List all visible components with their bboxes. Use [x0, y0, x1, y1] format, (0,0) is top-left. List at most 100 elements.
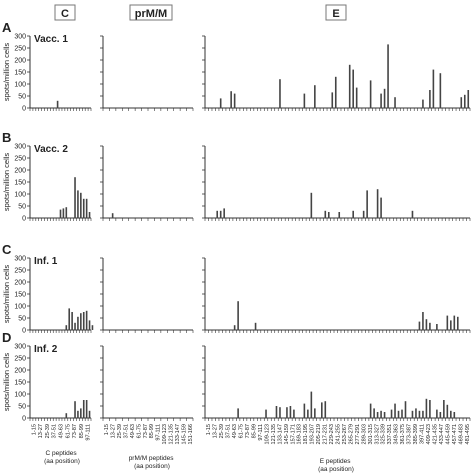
x-tick-label: 469-483 [458, 424, 464, 445]
x-tick-label: 61-75 [136, 424, 142, 438]
bar [111, 213, 114, 218]
y-tick-label: 200 [14, 57, 26, 64]
panel-letter: C [2, 242, 12, 257]
x-tick-label: 25-39 [117, 424, 123, 438]
bar [467, 90, 470, 108]
bar [453, 412, 456, 418]
y-tick-label: 300 [14, 255, 26, 262]
bar [460, 97, 463, 108]
x-tick-label: 217-231 [323, 424, 329, 445]
xtitle-prm-line1: prM/M peptides [129, 455, 175, 462]
x-tick-label: 109-123 [264, 424, 270, 445]
bar [404, 401, 407, 418]
bar [77, 410, 79, 418]
bar [324, 210, 327, 218]
bar [219, 98, 222, 108]
bar [415, 408, 417, 418]
bar [439, 412, 442, 418]
header-box-c [54, 4, 76, 21]
x-tick-label: 61-75 [65, 424, 71, 438]
x-tick-label: 265-279 [348, 424, 354, 445]
bar [82, 312, 85, 330]
bar [450, 410, 452, 418]
x-tick-label: 85-99 [251, 424, 257, 438]
panels: A Vacc. 1 spots/million cells 0 50 100 150 200 2… [2, 20, 471, 422]
panel-letter: D [2, 330, 11, 345]
bar [383, 88, 386, 108]
bar [380, 93, 382, 108]
x-tick-label: 289-303 [361, 424, 367, 445]
x-tick-label: 37-51 [226, 424, 232, 438]
bar [324, 401, 327, 418]
panel-c: C Inf. 1 spots/million cells 0 50 100 150 200 25… [2, 242, 471, 334]
panel-letter: B [2, 130, 11, 145]
row-title: Vacc. 1 [34, 34, 68, 45]
bar [77, 316, 79, 330]
bar [450, 320, 452, 330]
bar [411, 410, 414, 418]
bar [429, 400, 431, 418]
bar [307, 409, 309, 418]
bar [456, 316, 459, 330]
bar [331, 92, 334, 108]
x-tick-label: 25-39 [45, 424, 51, 438]
bar [401, 409, 403, 418]
bar [74, 401, 76, 418]
y-tick-label: 250 [14, 355, 26, 362]
bar [376, 189, 379, 218]
y-axis-label: spots/million cells [2, 353, 11, 412]
bar [289, 406, 292, 418]
y-tick-label: 250 [14, 155, 26, 162]
bar [376, 412, 379, 418]
bar [293, 409, 295, 418]
bar [422, 99, 424, 108]
x-tick-label: 349-363 [394, 424, 400, 445]
segment-c [27, 35, 92, 111]
y-tick-label: 0 [22, 327, 26, 334]
bar [394, 97, 396, 108]
bar [223, 208, 225, 218]
y-tick-label: 150 [14, 179, 26, 186]
x-tick-label: 1-15 [104, 424, 110, 435]
x-tick-labels: 1-15 13-27 25-39 37-51 49-63 61-75 73-87 85-99 9… [31, 424, 470, 445]
bar [59, 209, 62, 218]
bar [279, 407, 281, 418]
bar [65, 207, 68, 218]
bar [369, 80, 372, 108]
segment-c [27, 345, 92, 421]
bar [314, 408, 316, 418]
x-tick-label: 253-267 [342, 424, 348, 445]
xtitle-e-line2: (aa position) [318, 466, 354, 473]
segment-prm [100, 257, 194, 333]
xtitle-c-line1: C peptides [46, 450, 78, 457]
x-tick-label: 397-411 [420, 424, 426, 444]
y-axis-label: spots/million cells [2, 43, 11, 102]
bar [453, 315, 456, 330]
x-tick-label: 85-99 [79, 424, 85, 438]
y-tick-label: 0 [22, 215, 26, 222]
x-tick-label: 277-291 [355, 424, 361, 445]
x-tick-label: 97-111 [156, 424, 162, 441]
x-tick-label: 433-447 [439, 424, 445, 445]
y-tick-label: 300 [14, 33, 26, 40]
bar [314, 85, 316, 108]
x-tick-label: 73-87 [143, 424, 149, 438]
bar [411, 210, 414, 218]
y-tick-label: 300 [14, 143, 26, 150]
bar [303, 93, 306, 108]
bar [432, 69, 435, 108]
bar [366, 190, 368, 218]
bar [56, 100, 59, 108]
bar [383, 412, 386, 418]
bar [429, 90, 431, 108]
x-tick-label: 73-87 [72, 424, 78, 438]
x-tick-label: 313-327 [374, 424, 380, 445]
y-tick-label: 150 [14, 291, 26, 298]
y-tick-label: 100 [14, 303, 26, 310]
y-tick-label: 50 [18, 203, 26, 210]
y-tick-label: 0 [22, 105, 26, 112]
bar [362, 210, 365, 218]
x-tick-label: 337-351 [387, 424, 393, 445]
xtitle-e: E peptides (aa position) [318, 458, 354, 473]
